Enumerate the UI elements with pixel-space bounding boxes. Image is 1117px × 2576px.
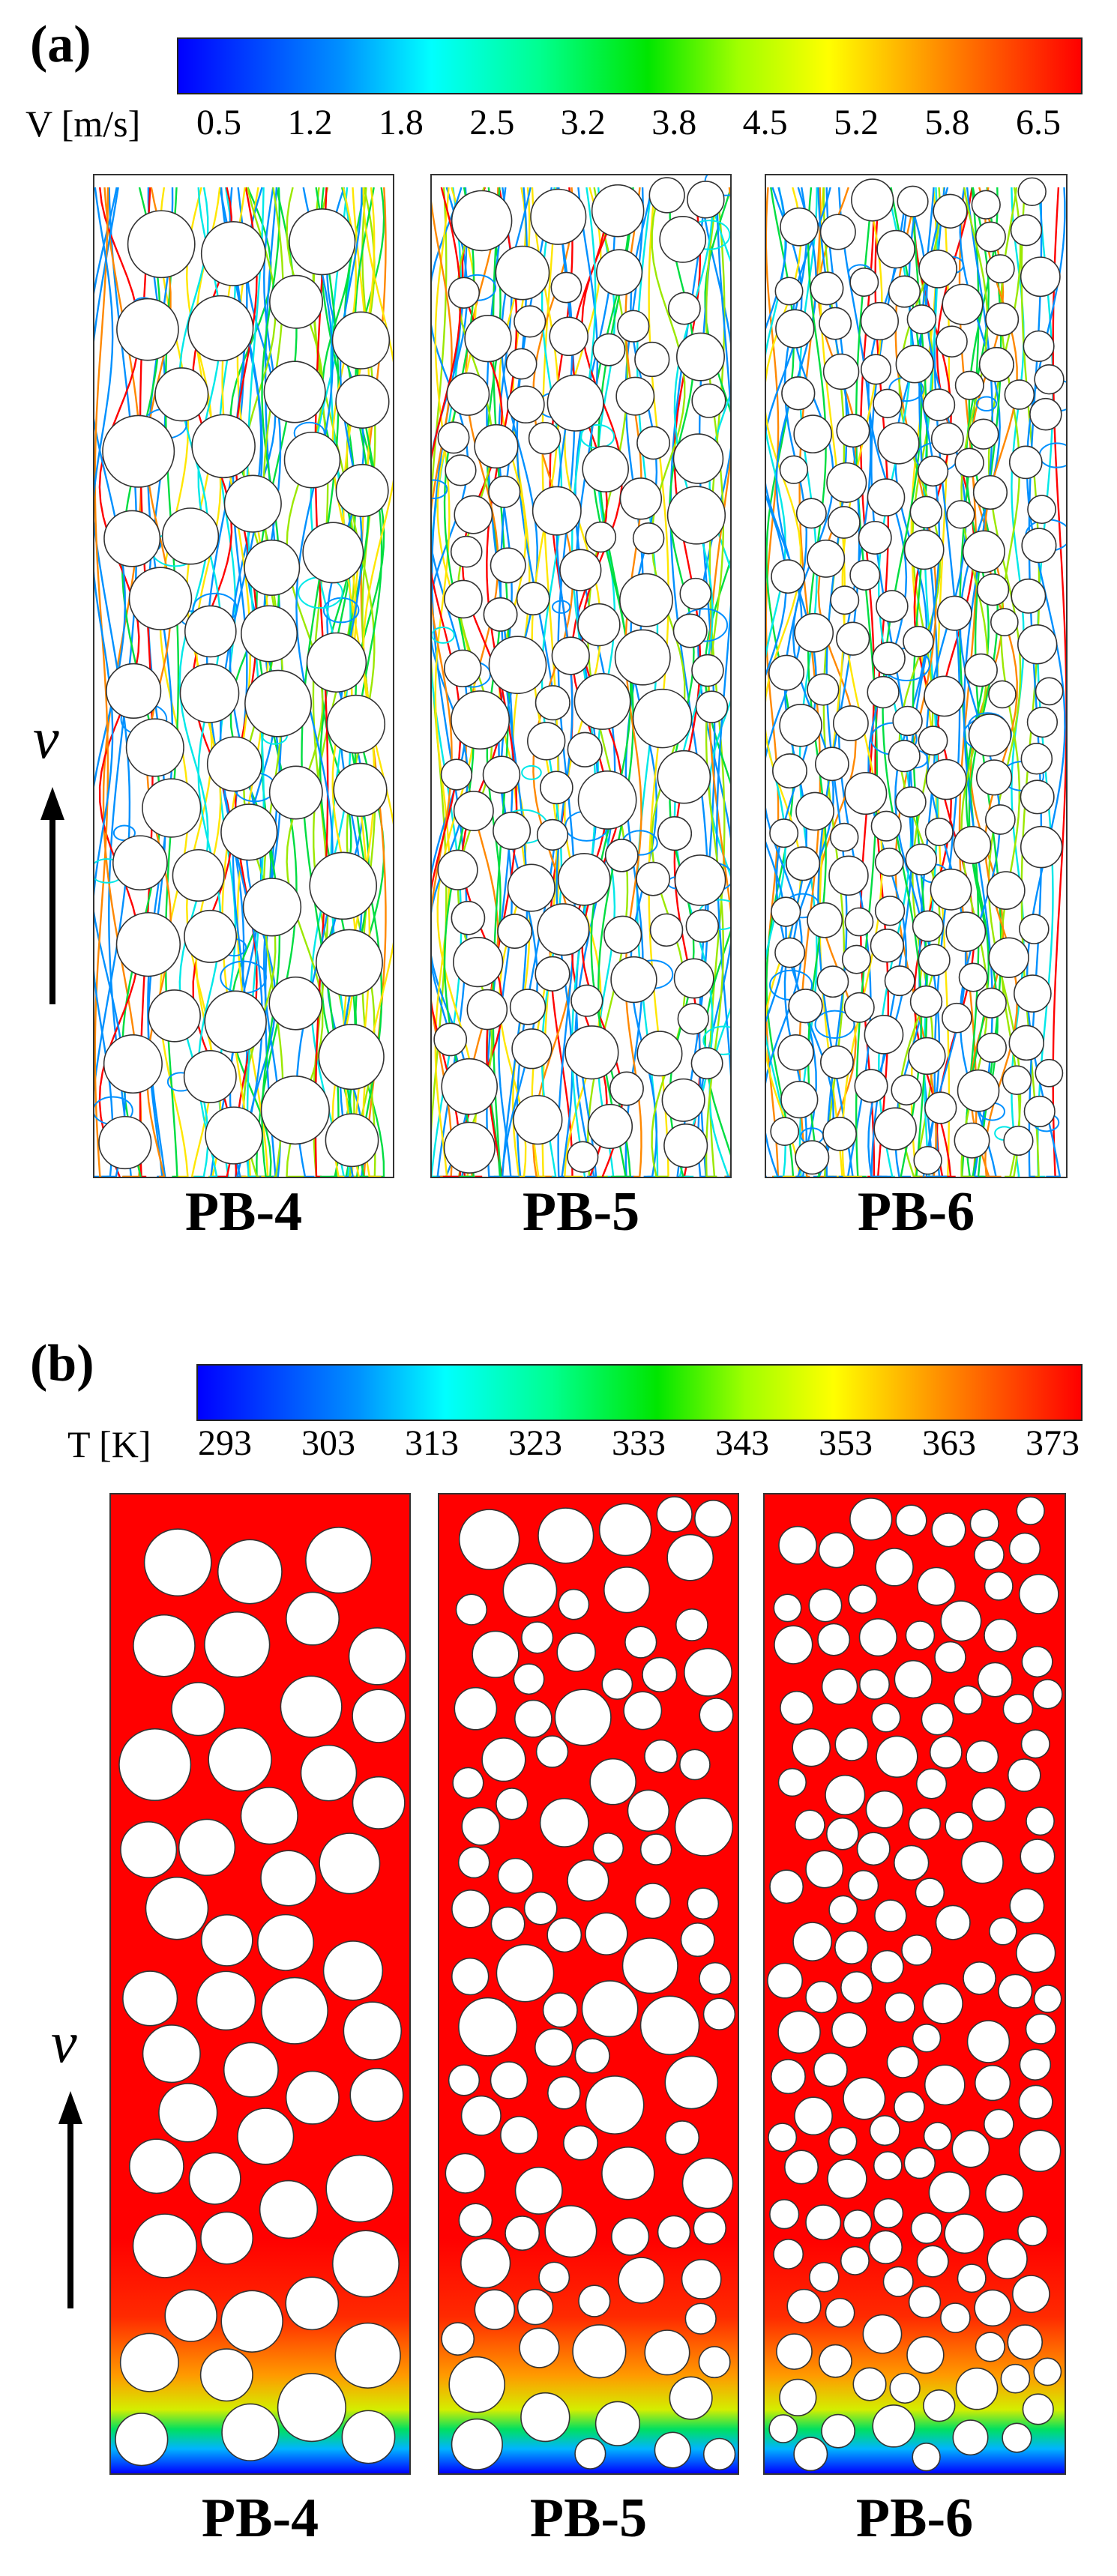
case-label-pb5-a: PB-5	[522, 1181, 640, 1243]
colorbar-tick-label: 0.5	[196, 103, 241, 142]
domain-pb5-temperature	[438, 1493, 739, 2475]
velocity-colorbar	[177, 37, 1083, 94]
colorbar-tick-label: 373	[1026, 1423, 1080, 1463]
case-label-pb4-a: PB-4	[184, 1181, 303, 1243]
colorbar-tick-label: 363	[922, 1423, 976, 1463]
colorbar-tick-label: 3.2	[560, 103, 606, 142]
velocity-symbol-b: v	[51, 2009, 77, 2075]
panel-b-label: (b)	[30, 1335, 94, 1393]
colorbar-tick-label: 3.8	[651, 103, 697, 142]
colorbar-tick-label: 6.5	[1016, 103, 1061, 142]
case-label-pb5-b: PB-5	[529, 2488, 648, 2549]
temperature-colorbar	[196, 1364, 1083, 1421]
flow-direction-arrow-a	[40, 787, 64, 1004]
velocity-colorbar-title: V [m/s]	[25, 103, 141, 145]
domain-pb6-velocity	[765, 174, 1068, 1178]
colorbar-tick-label: 5.2	[834, 103, 879, 142]
colorbar-tick-label: 343	[715, 1423, 769, 1463]
domain-pb5-velocity	[430, 174, 732, 1178]
colorbar-tick-label: 323	[508, 1423, 562, 1463]
colorbar-tick-label: 313	[405, 1423, 459, 1463]
domain-pb4-temperature	[109, 1493, 411, 2475]
colorbar-tick-label: 1.8	[378, 103, 424, 142]
colorbar-tick-label: 303	[301, 1423, 355, 1463]
colorbar-tick-label: 5.8	[924, 103, 970, 142]
domain-pb6-temperature	[763, 1493, 1066, 2475]
colorbar-tick-label: 1.2	[287, 103, 333, 142]
case-label-pb6-a: PB-6	[857, 1181, 975, 1243]
colorbar-tick-label: 353	[819, 1423, 873, 1463]
temperature-colorbar-title: T [K]	[67, 1423, 151, 1465]
colorbar-tick-label: 2.5	[469, 103, 515, 142]
case-label-pb6-b: PB-6	[855, 2488, 974, 2549]
panel-a-label: (a)	[30, 16, 91, 73]
flow-direction-arrow-b	[58, 2091, 82, 2308]
colorbar-tick-label: 293	[198, 1423, 252, 1463]
colorbar-tick-label: 4.5	[742, 103, 788, 142]
velocity-symbol-a: v	[33, 705, 59, 770]
domain-pb4-velocity	[93, 174, 394, 1178]
colorbar-tick-label: 333	[612, 1423, 666, 1463]
case-label-pb4-b: PB-4	[201, 2488, 319, 2549]
